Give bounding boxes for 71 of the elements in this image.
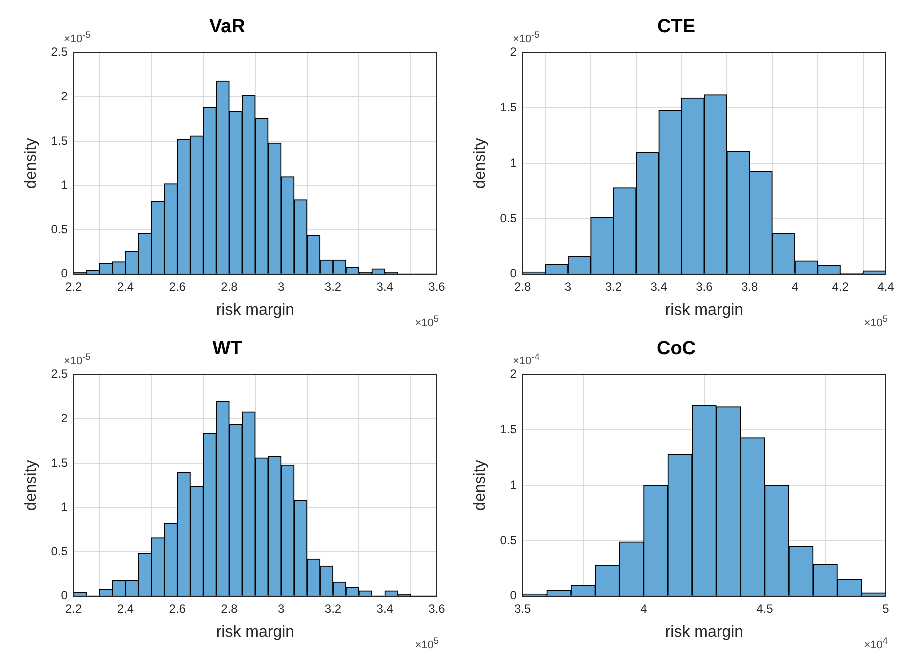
text: ×10$^{5}$	[415, 314, 439, 330]
text: ×10$^{-5}$	[513, 30, 540, 46]
y-tick-label: 2	[510, 45, 518, 60]
x-tick-label: 4.5	[756, 602, 774, 616]
x-axis-title: risk margin	[216, 302, 295, 319]
x-tick-label: 4.4	[878, 280, 895, 294]
x-tick-label: 3.4	[376, 602, 394, 616]
chart-title: WT	[212, 338, 243, 360]
text: ×10$^{-5}$	[64, 352, 91, 368]
x-tick-label: 3.6	[428, 602, 446, 616]
x-tick-label: 4	[792, 280, 799, 294]
y-tick-label: 0.5	[51, 544, 68, 558]
x-tick-label: 4	[640, 602, 648, 616]
x-tick-label: 2.4	[117, 280, 134, 294]
y-tick-label: 0	[61, 588, 68, 603]
text: ×10$^{5}$	[415, 636, 439, 652]
y-tick-label: 1	[510, 156, 518, 170]
y-tick-label: 0	[61, 266, 68, 281]
y-tick-label: 0	[510, 266, 518, 281]
y-tick-label: 2.5	[51, 45, 68, 60]
text: ×10$^{-5}$	[64, 30, 91, 46]
x-axis-title: risk margin	[665, 302, 744, 319]
y-tick-label: 1.5	[51, 456, 68, 470]
text: ×10$^{5}$	[864, 314, 888, 330]
y-tick-label: 0.5	[51, 222, 68, 236]
x-axis-title: risk margin	[216, 624, 295, 641]
x-tick-label: 2.6	[169, 280, 186, 294]
y-tick-label: 1.5	[500, 422, 518, 437]
y-tick-label: 0	[510, 588, 518, 603]
y-axis-title: density	[472, 460, 490, 511]
y-tick-label: 1	[61, 178, 68, 192]
text: ×10$^{4}$	[864, 636, 888, 652]
x-tick-label: 5	[882, 602, 890, 616]
x-tick-label: 2.8	[221, 602, 238, 616]
text: ×10$^{-4}$	[513, 352, 540, 368]
y-tick-label: 1	[61, 500, 68, 514]
chart-title: CoC	[656, 338, 696, 360]
x-tick-label: 2.4	[117, 602, 134, 616]
x-tick-label: 2.8	[221, 280, 238, 294]
y-tick-label: 0.5	[500, 211, 518, 226]
y-tick-label: 2.5	[51, 367, 68, 382]
y-tick-label: 0.5	[500, 533, 518, 548]
x-tick-label: 3.4	[650, 280, 668, 294]
x-tick-label: 3.5	[514, 602, 532, 616]
x-tick-label: 3	[278, 280, 286, 294]
x-tick-label: 3.2	[324, 280, 342, 294]
x-tick-label: 3.2	[605, 280, 622, 294]
y-tick-label: 1	[510, 478, 518, 492]
x-tick-label: 3	[278, 602, 286, 616]
y-axis-title: density	[23, 460, 40, 511]
y-axis-title: density	[472, 138, 490, 189]
y-tick-label: 1.5	[500, 100, 518, 115]
x-axis-title: risk margin	[665, 624, 744, 641]
chart-title: VaR	[210, 16, 246, 38]
x-tick-label: 2.8	[514, 280, 532, 294]
x-tick-label: 3.6	[428, 280, 446, 294]
x-tick-label: 3.8	[741, 280, 758, 294]
y-tick-label: 2	[61, 89, 68, 104]
y-tick-label: 1.5	[51, 134, 68, 148]
x-tick-label: 3.6	[696, 280, 714, 294]
x-tick-label: 4.2	[832, 280, 850, 294]
x-tick-label: 3.4	[376, 280, 394, 294]
x-tick-label: 2.2	[66, 280, 83, 294]
x-tick-label: 2.6	[169, 602, 186, 616]
y-tick-label: 2	[510, 367, 518, 382]
x-tick-label: 3.2	[324, 602, 342, 616]
chart-title: CTE	[658, 16, 696, 38]
x-tick-label: 2.2	[66, 602, 83, 616]
y-tick-label: 2	[61, 411, 68, 426]
y-axis-title: density	[23, 138, 40, 189]
x-tick-label: 3	[564, 280, 572, 294]
